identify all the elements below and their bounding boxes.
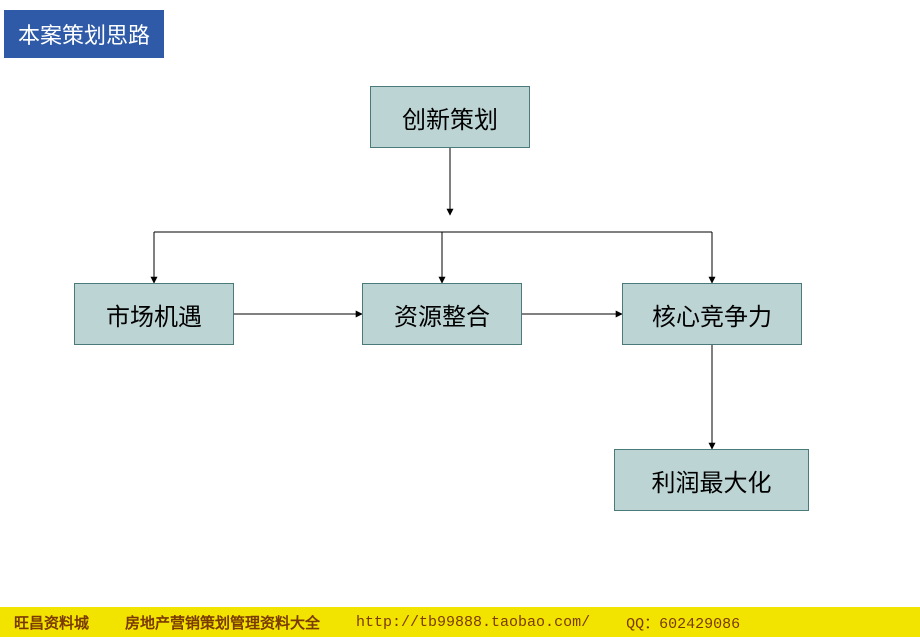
footer-tagline: 房地产营销策划管理资料大全 [125,612,320,633]
node-n3: 资源整合 [362,283,522,345]
page-title: 本案策划思路 [4,10,164,58]
footer-contact: QQ：602429086 [626,612,740,633]
footer-brand: 旺昌资料城 [14,612,89,633]
node-n2: 市场机遇 [74,283,234,345]
node-n1: 创新策划 [370,86,530,148]
node-n4: 核心竞争力 [622,283,802,345]
node-n5: 利润最大化 [614,449,809,511]
footer-bar: 旺昌资料城 房地产营销策划管理资料大全 http://tb99888.taoba… [0,607,920,637]
footer-url[interactable]: http://tb99888.taobao.com/ [356,614,590,631]
